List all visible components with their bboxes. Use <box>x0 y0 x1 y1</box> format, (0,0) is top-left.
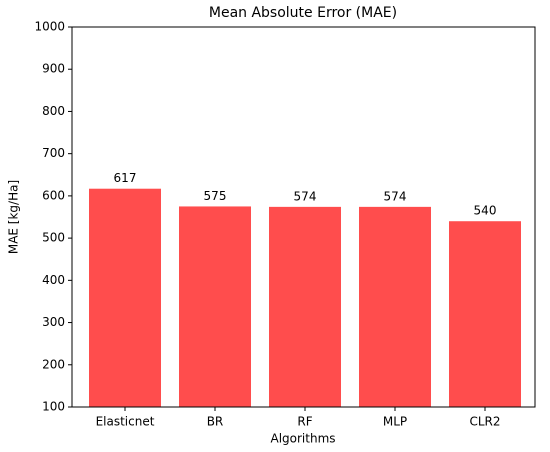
bar <box>269 206 341 407</box>
bar <box>179 206 251 407</box>
y-tick-label: 800 <box>42 104 65 118</box>
value-label: 574 <box>294 189 317 203</box>
y-tick-label: 400 <box>42 273 65 287</box>
y-tick-label: 300 <box>42 315 65 329</box>
y-tick-label: 900 <box>42 62 65 76</box>
bar <box>359 206 431 407</box>
y-tick-label: 1000 <box>34 20 65 34</box>
y-axis-label: MAE [kg/Ha] <box>7 180 21 254</box>
y-tick-label: 200 <box>42 357 65 371</box>
bar <box>449 221 521 407</box>
value-label: 575 <box>204 189 227 203</box>
y-tick-label: 500 <box>42 231 65 245</box>
plot-frame <box>71 26 536 408</box>
x-axis-label: Algorithms <box>270 432 335 446</box>
x-tick-label: Elasticnet <box>96 415 155 429</box>
x-tick-label: CLR2 <box>469 415 500 429</box>
value-label: 617 <box>114 171 137 185</box>
y-tick-label: 700 <box>42 146 65 160</box>
x-tick-label: BR <box>207 415 224 429</box>
value-label: 574 <box>384 189 407 203</box>
y-tick-label: 100 <box>42 400 65 414</box>
value-label: 540 <box>474 204 497 218</box>
bar <box>89 188 161 407</box>
chart-title: Mean Absolute Error (MAE) <box>209 5 397 21</box>
y-tick-label: 600 <box>42 188 65 202</box>
x-tick-label: MLP <box>383 415 407 429</box>
x-tick-label: RF <box>297 415 312 429</box>
